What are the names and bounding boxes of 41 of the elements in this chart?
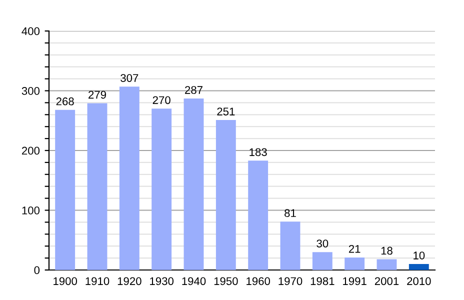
x-tick-label: 1991 xyxy=(343,277,366,286)
bar xyxy=(119,86,140,270)
y-tick-label: 300 xyxy=(22,87,40,95)
y-tick-label: 0 xyxy=(34,266,40,274)
data-label: 183 xyxy=(250,148,267,156)
x-tick-label: 1940 xyxy=(182,277,206,286)
bar xyxy=(408,264,429,270)
bar xyxy=(312,252,332,270)
data-label: 279 xyxy=(88,90,106,99)
bar xyxy=(344,257,365,270)
data-label: 21 xyxy=(348,245,360,253)
bar xyxy=(248,160,268,270)
x-tick-label: 2010 xyxy=(407,277,431,286)
data-label: 268 xyxy=(56,97,74,106)
y-tick-label: 200 xyxy=(22,146,40,155)
bar xyxy=(55,110,76,270)
data-label: 270 xyxy=(152,96,170,104)
x-tick-label: 1910 xyxy=(86,277,110,286)
x-tick-label: 1960 xyxy=(246,277,270,286)
bar xyxy=(184,98,204,270)
y-tick-label: 100 xyxy=(22,206,40,214)
x-tick-label: 1930 xyxy=(150,277,174,286)
bar xyxy=(216,120,236,270)
x-tick-label: 1950 xyxy=(214,277,238,286)
x-tick-label: 1920 xyxy=(118,277,142,286)
data-label: 30 xyxy=(316,240,328,248)
data-label: 307 xyxy=(120,74,138,82)
bar xyxy=(280,222,300,270)
y-tick-label: 400 xyxy=(22,27,40,36)
data-label: 287 xyxy=(185,86,202,94)
x-tick-label: 2001 xyxy=(374,277,399,286)
bar xyxy=(87,103,108,270)
data-label: 81 xyxy=(284,209,296,218)
data-label: 18 xyxy=(381,246,392,255)
data-label: 251 xyxy=(217,108,235,116)
x-tick-label: 1981 xyxy=(310,277,334,286)
bar xyxy=(376,259,397,270)
x-tick-label: 1970 xyxy=(278,277,302,286)
x-tick-label: 1900 xyxy=(54,277,78,286)
bar xyxy=(152,108,172,270)
data-label: 10 xyxy=(414,252,425,260)
